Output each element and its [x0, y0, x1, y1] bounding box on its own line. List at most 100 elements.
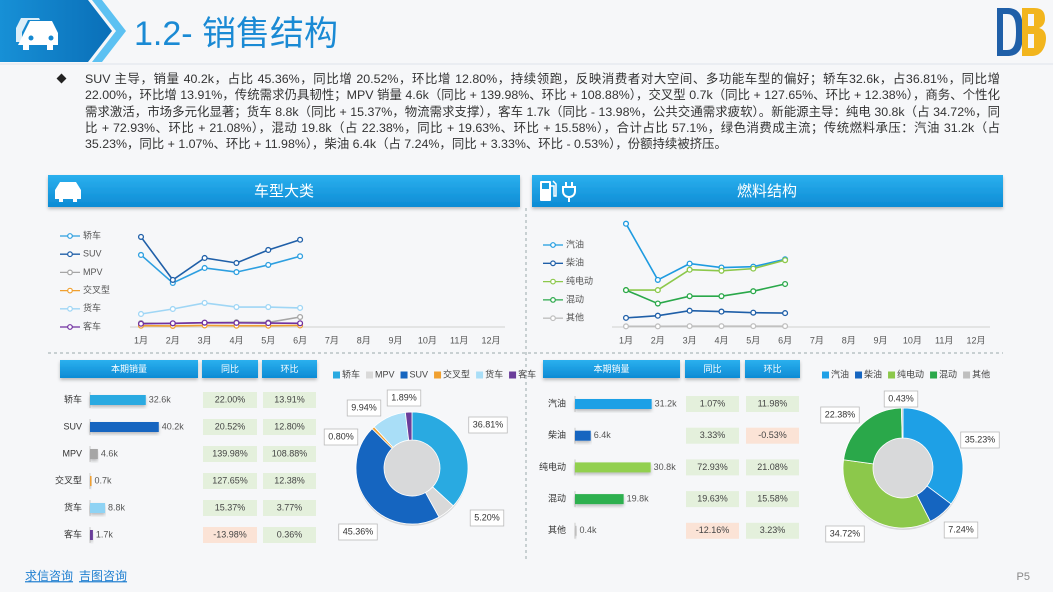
point — [137, 320, 145, 327]
table-header — [745, 360, 800, 378]
point — [654, 323, 661, 330]
point — [297, 236, 304, 243]
table-cell — [263, 446, 316, 462]
point — [233, 319, 240, 326]
point — [297, 320, 304, 327]
series-line — [626, 259, 786, 291]
legend-swatch — [400, 371, 408, 379]
donut-slice — [404, 411, 413, 441]
point — [137, 251, 145, 258]
table-cell-text: 11.98% — [758, 398, 788, 408]
row-label: 其他 — [548, 524, 566, 535]
table-header-label: 本期销量 — [111, 363, 147, 374]
legend-swatch — [509, 371, 517, 379]
row-label: 柴油 — [548, 429, 566, 440]
legend-swatch — [822, 371, 829, 379]
slice-label: 0.80% — [328, 431, 354, 441]
bar — [90, 503, 106, 513]
x-tick-label: 8月 — [357, 335, 371, 345]
legend-label: 货车 — [83, 302, 101, 313]
table-cell-text: 108.88% — [272, 448, 308, 458]
bar-value-label: 8.8k — [108, 502, 126, 512]
legend-label: 柴油 — [864, 368, 882, 379]
point — [782, 257, 789, 264]
table-header — [262, 360, 317, 378]
x-tick-label: 10月 — [418, 335, 437, 345]
legend-label: 柴油 — [566, 257, 584, 268]
section-bar — [532, 175, 1003, 207]
slice-label-box — [960, 431, 1000, 449]
legend-swatch — [333, 371, 340, 379]
x-tick-label: 3月 — [198, 335, 212, 345]
x-tick-label: 11月 — [450, 335, 468, 345]
point — [782, 323, 789, 330]
x-tick-label: 2月 — [166, 335, 180, 345]
table-header — [543, 360, 680, 378]
table-cell-text: 1.07% — [700, 398, 726, 408]
point — [654, 312, 661, 319]
legend-label: 混动 — [939, 369, 957, 379]
point — [265, 261, 272, 268]
series-line — [140, 254, 301, 284]
point — [686, 307, 693, 314]
page-number: P5 — [1017, 571, 1030, 583]
slice-label: 34.72% — [830, 528, 861, 538]
slice-label-box — [820, 406, 860, 424]
table-cell-text: 3.77% — [277, 502, 303, 512]
point — [718, 323, 725, 330]
slice-label: 36.81% — [473, 419, 504, 429]
point — [265, 246, 272, 254]
bar-value-label: 6.4k — [594, 430, 612, 440]
slice-label-box — [468, 416, 508, 434]
legend-marker — [550, 297, 556, 303]
slice-label: 1.89% — [391, 392, 417, 402]
slice-label: 9.94% — [351, 402, 377, 412]
legend-label: 交叉型 — [83, 284, 110, 295]
table-cell — [746, 491, 799, 508]
row-label: 轿车 — [64, 393, 82, 404]
bar-value-label: 32.6k — [149, 394, 172, 404]
slice-label-box — [943, 521, 979, 539]
x-tick-label: 2月 — [651, 335, 665, 345]
point — [201, 254, 208, 262]
table-cell-text: 20.52% — [215, 421, 246, 431]
x-tick-label: 10月 — [903, 335, 922, 345]
legend-swatch — [963, 371, 971, 379]
slice-label-box — [825, 525, 865, 543]
bar — [90, 530, 93, 540]
slice-label: 22.38% — [825, 409, 856, 419]
bar — [90, 449, 98, 459]
point — [750, 288, 757, 295]
table-cell — [746, 459, 799, 476]
slice-label: 45.36% — [343, 526, 374, 536]
table-cell — [263, 473, 316, 489]
slice-label-box — [346, 399, 382, 417]
legend-label: 汽油 — [831, 368, 849, 379]
x-tick-label: 4月 — [229, 335, 243, 345]
series-line — [140, 236, 301, 282]
series-line — [625, 309, 786, 319]
point — [297, 253, 304, 260]
slice-label-box — [323, 428, 359, 446]
slice-label: 0.43% — [888, 393, 914, 403]
x-tick-label: 9月 — [389, 335, 403, 345]
table-header-label: 同比 — [221, 363, 239, 374]
legend-label: 混动 — [566, 294, 584, 304]
legend-marker — [550, 242, 556, 248]
point — [169, 276, 176, 283]
table-cell-text: -0.53% — [758, 430, 787, 440]
section-title: 燃料结构 — [737, 182, 797, 200]
table-header — [202, 360, 258, 378]
legend-swatch — [476, 371, 484, 379]
point — [654, 276, 661, 283]
series-line — [625, 223, 786, 281]
row-label: 纯电动 — [539, 461, 566, 472]
point — [233, 303, 240, 311]
x-tick-label: 12月 — [481, 335, 500, 345]
table-header-label: 本期销量 — [593, 363, 629, 374]
table-cell-text: 12.80% — [274, 421, 305, 431]
slice-label-box — [469, 509, 505, 527]
page-title: 1.2- 销售结构 — [134, 15, 338, 53]
section-title: 车型大类 — [254, 183, 314, 200]
